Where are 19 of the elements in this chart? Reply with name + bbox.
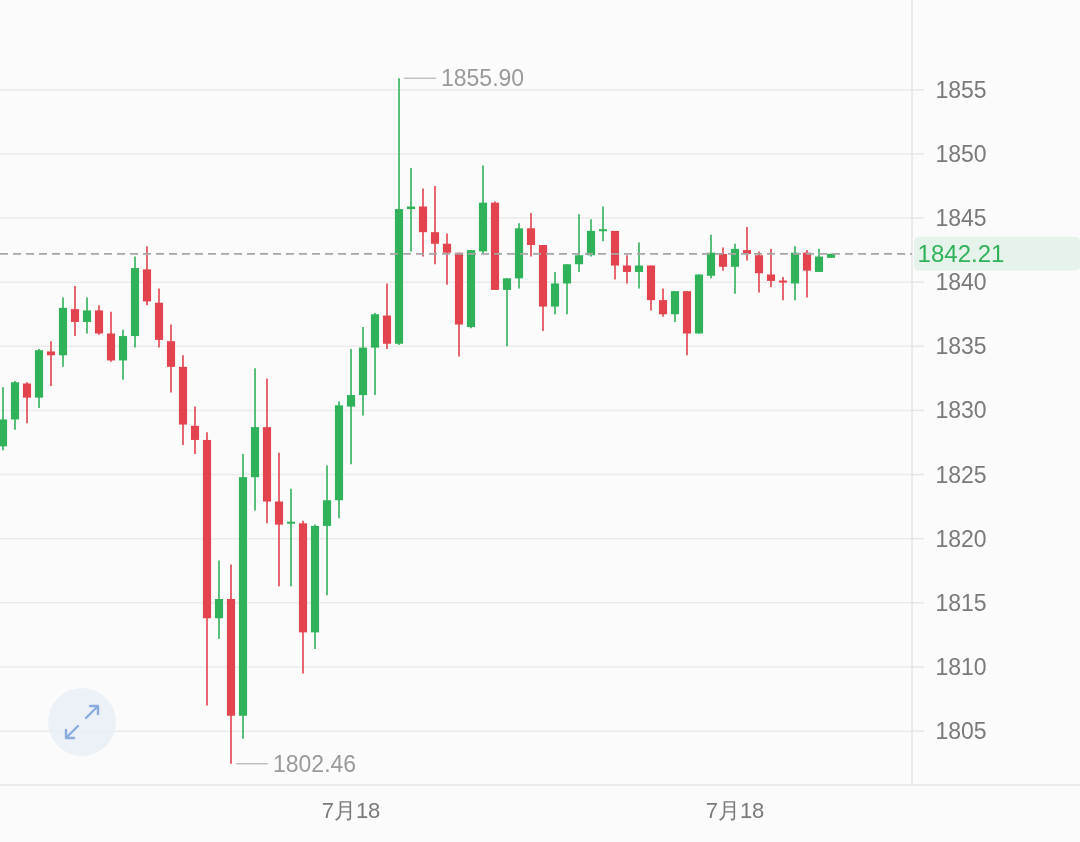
y-tick-label: 1805 [935, 718, 987, 745]
ref-line-label: 1842.21 [914, 236, 1080, 271]
y-tick-label: 1850 [935, 140, 987, 167]
x-tick-label: 7月18 [705, 797, 765, 823]
annotation: 1802.46 [235, 750, 357, 777]
annotation: 1855.90 [403, 65, 525, 92]
y-tick-label: 1825 [935, 461, 987, 488]
y-tick-label: 1830 [935, 397, 987, 424]
annotation: 1855.90 [441, 65, 525, 92]
y-tick-label: 1820 [935, 525, 987, 552]
ref-line-label: 1842.21 [917, 240, 1005, 268]
y-tick-label: 1855 [935, 76, 987, 103]
y-tick-label: 1840 [935, 269, 987, 296]
y-tick-label: 1845 [935, 205, 987, 232]
y-tick-label: 1810 [935, 654, 987, 680]
x-tick-label: 7月18 [321, 797, 381, 823]
annotation: 1802.46 [273, 750, 357, 777]
y-tick-label: 1815 [935, 589, 987, 616]
y-tick-label: 1835 [935, 333, 987, 360]
